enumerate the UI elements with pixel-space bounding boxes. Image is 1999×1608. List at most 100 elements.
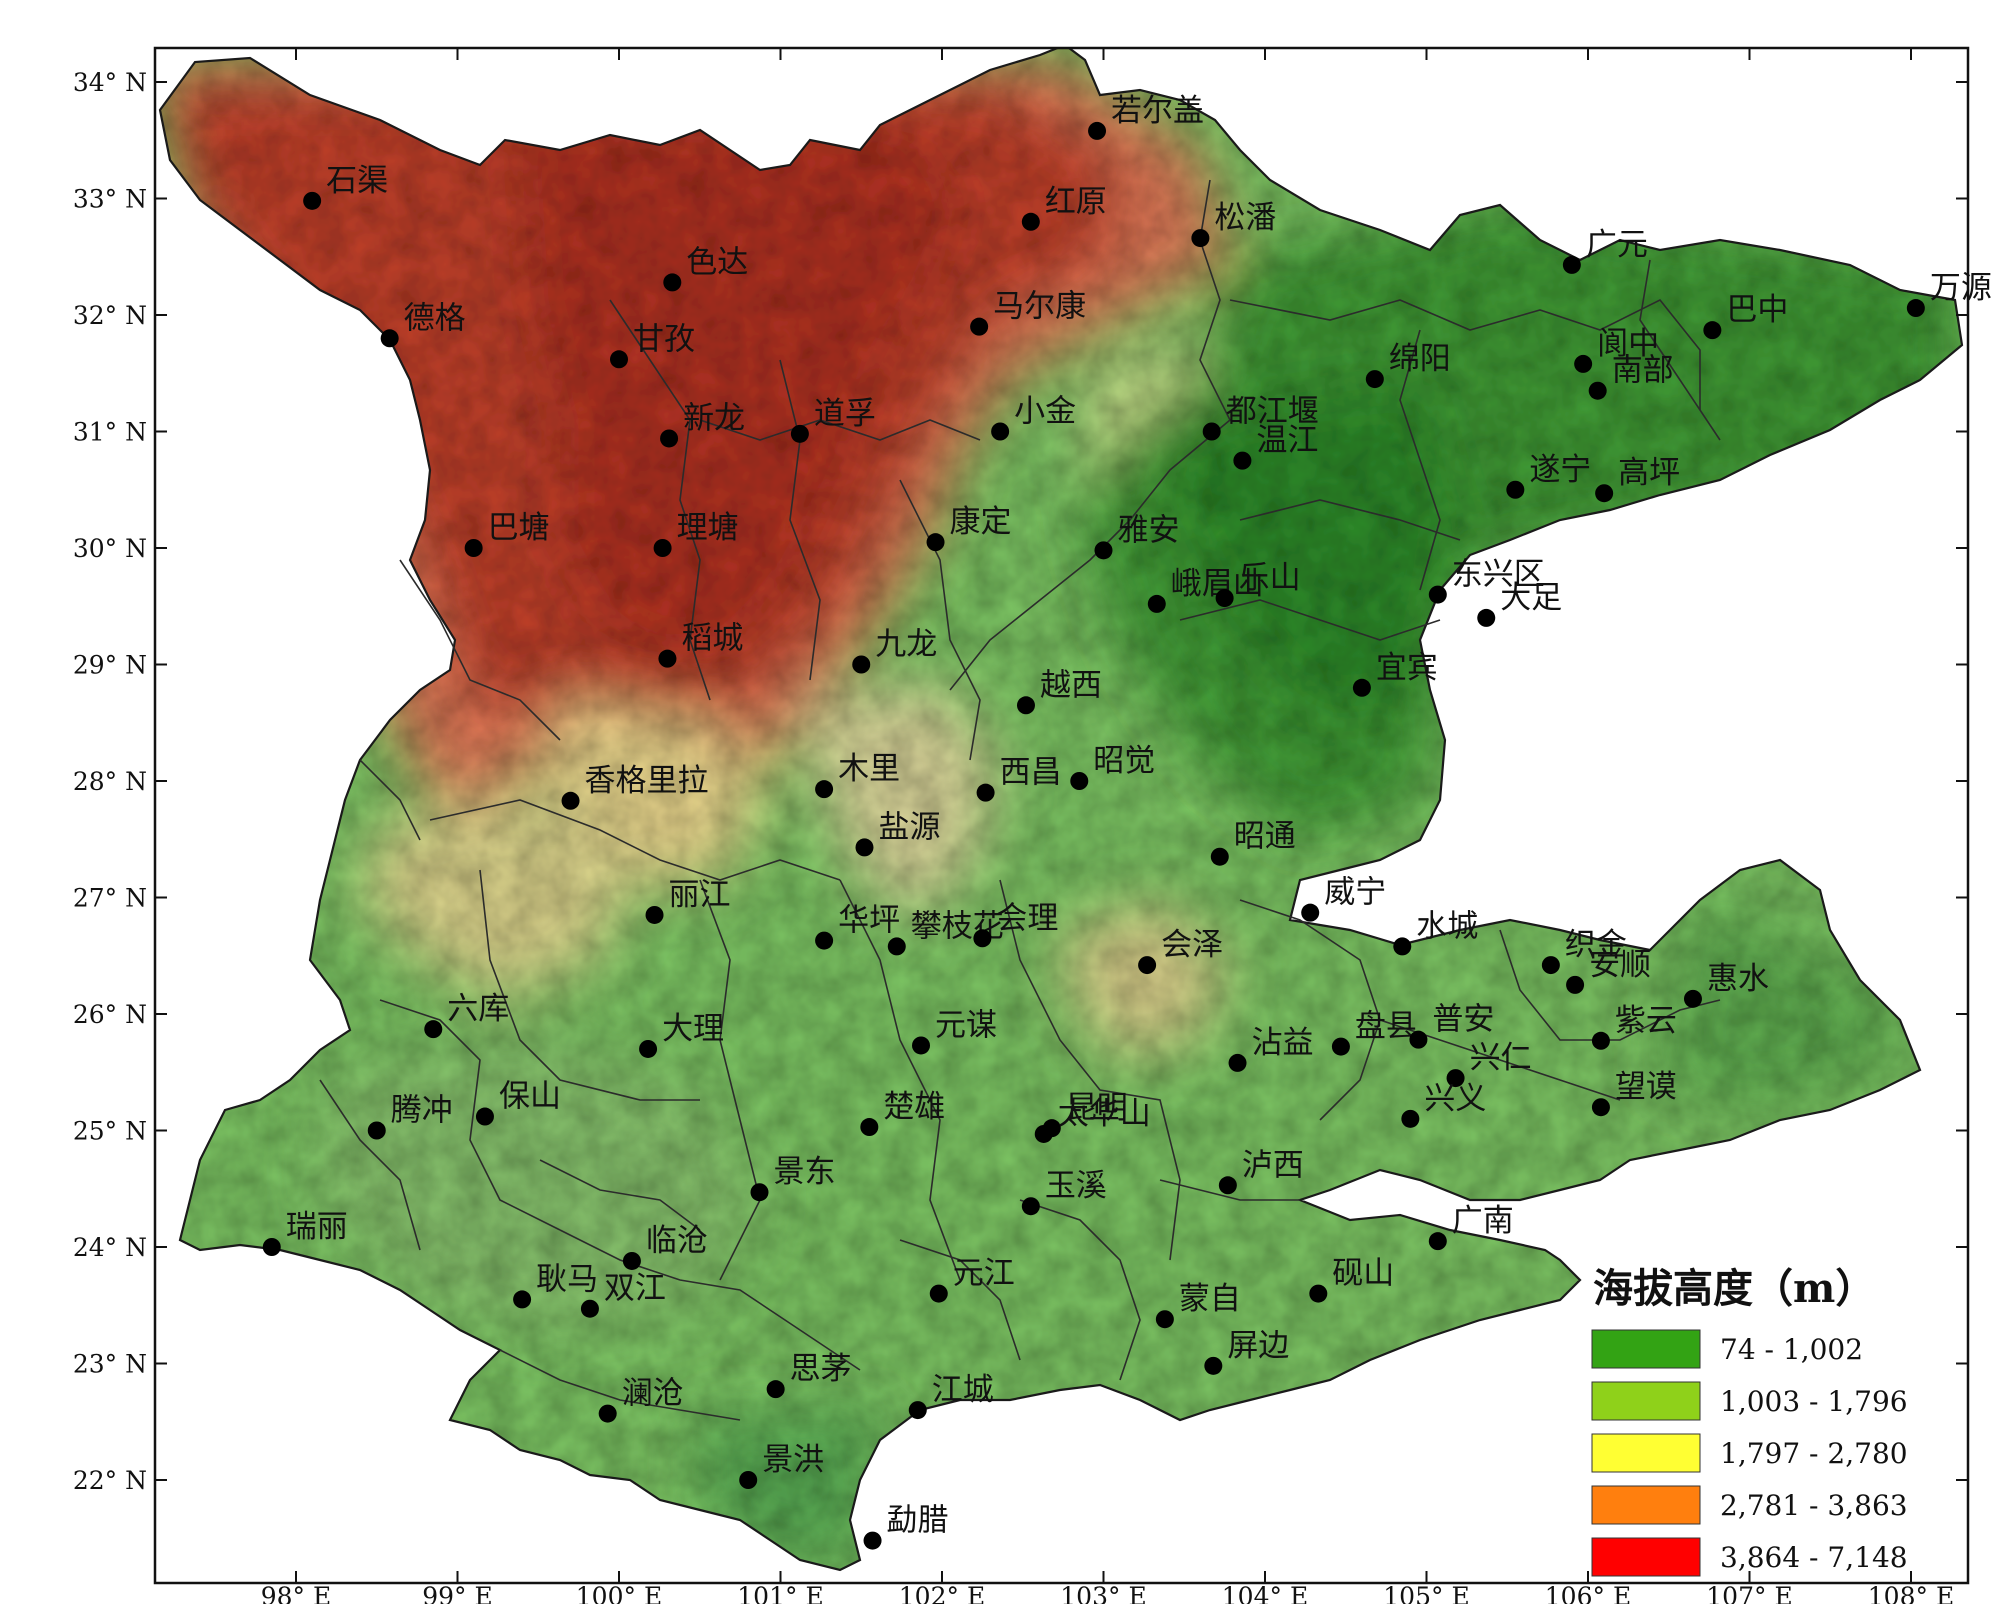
station-marker [1562,255,1581,274]
station-marker [653,539,672,557]
station-13: 南部 [1588,353,1674,400]
station-28: 大足 [1477,580,1562,627]
station-label: 巴塘 [488,510,550,546]
station-marker [1401,1109,1420,1128]
station-marker [1566,975,1585,994]
station-marker [1309,1284,1328,1303]
lat-tick-label: 28° N [73,767,147,796]
lon-tick-label: 106° E [1545,1582,1631,1604]
station-label: 九龙 [875,627,937,663]
lat-tick-label: 33° N [73,185,147,214]
legend-swatch [1591,1537,1701,1577]
station-71: 双江 [580,1271,666,1318]
station-marker [622,1251,641,1270]
station-marker [739,1471,758,1489]
station-17: 都江堰 [1202,394,1319,441]
station-19: 遂宁 [1506,452,1591,499]
lon-tick-label: 107° E [1706,1582,1792,1604]
lon-tick-label: 104° E [1222,1582,1308,1604]
station-37: 盐源 [855,809,940,857]
station-label: 红原 [1045,184,1107,220]
station-marker [380,329,399,348]
station-label: 新龙 [683,400,745,436]
station-30: 九龙 [852,627,937,674]
station-53: 盘县 [1331,1009,1417,1056]
station-label: 理塘 [677,510,739,546]
station-60: 保山 [475,1079,561,1126]
station-label: 东兴区 [1452,557,1545,593]
station-label: 六库 [447,991,509,1027]
station-marker [929,1284,948,1303]
station-marker [1477,608,1496,627]
station-40: 威宁 [1301,875,1386,922]
station-label: 景洪 [762,1442,824,1478]
station-75: 屏边 [1204,1328,1289,1375]
station-38: 昭通 [1210,819,1296,866]
station-label: 普安 [1432,1002,1494,1038]
station-marker [1034,1124,1053,1143]
station-label: 水城 [1416,908,1478,944]
station-label: 兴义 [1424,1081,1486,1117]
station-39: 丽江 [645,877,731,924]
station-58: 望谟 [1591,1069,1677,1117]
station-61: 楚雄 [860,1089,945,1137]
station-marker [1202,422,1221,441]
station-marker [610,350,628,369]
station-marker [926,533,945,552]
station-27: 东兴区 [1428,557,1545,604]
station-31: 越西 [1016,667,1102,715]
station-label: 乐山 [1239,560,1301,596]
station-label: 大理 [662,1011,724,1047]
station-label: 香格里拉 [585,763,709,799]
station-marker [1301,903,1320,922]
station-marker [852,655,871,674]
map-frame [153,46,1970,1585]
station-16: 小金 [991,394,1076,441]
station-marker [475,1107,494,1126]
station-52: 沾益 [1228,1025,1314,1072]
station-label: 宜宾 [1376,650,1438,686]
lon-tick-label: 98° E [261,1582,332,1604]
station-marker [1409,1030,1428,1049]
station-68: 临沧 [622,1223,708,1270]
station-label: 绵阳 [1389,341,1451,377]
station-label: 小金 [1014,394,1076,430]
station-9: 马尔康 [970,289,1086,336]
station-56: 紫云 [1591,1003,1677,1050]
station-label: 望谟 [1615,1069,1677,1105]
station-70: 耿马 [513,1261,598,1309]
station-marker [1021,212,1040,231]
station-label: 昆明 [1066,1090,1128,1126]
lon-tick-label: 105° E [1383,1582,1469,1604]
station-label: 威宁 [1324,875,1386,911]
station-label: 织金 [1565,927,1627,963]
lon-tick-label: 101° E [737,1582,823,1604]
station-label: 温江 [1256,423,1318,459]
station-55: 兴仁 [1446,1040,1532,1088]
station-72: 元江 [929,1256,1015,1303]
station-marker [561,791,580,810]
station-marker [908,1401,927,1420]
station-marker [1595,484,1614,503]
station-marker [1683,989,1702,1008]
station-marker [1191,229,1210,248]
station-label: 木里 [838,751,900,787]
station-54: 普安 [1409,1002,1494,1049]
station-10: 巴中 [1703,292,1788,340]
station-label: 会理 [996,900,1058,936]
legend-label: 1,003 - 1,796 [1720,1385,1908,1418]
station-marker [1365,370,1384,389]
station-marker [1574,354,1593,373]
station-65: 玉溪 [1021,1168,1107,1216]
station-label: 康定 [950,504,1012,540]
station-label: 道孚 [814,396,876,432]
station-marker [1906,299,1925,318]
station-label: 西昌 [1000,755,1062,791]
station-59: 腾冲 [367,1093,453,1140]
station-label: 若尔盖 [1111,93,1204,129]
lon-tick-label: 103° E [1060,1582,1146,1604]
station-64: 景东 [750,1154,836,1202]
station-label: 高坪 [1618,455,1680,491]
station-marker [513,1290,532,1309]
station-label: 双江 [604,1271,666,1307]
